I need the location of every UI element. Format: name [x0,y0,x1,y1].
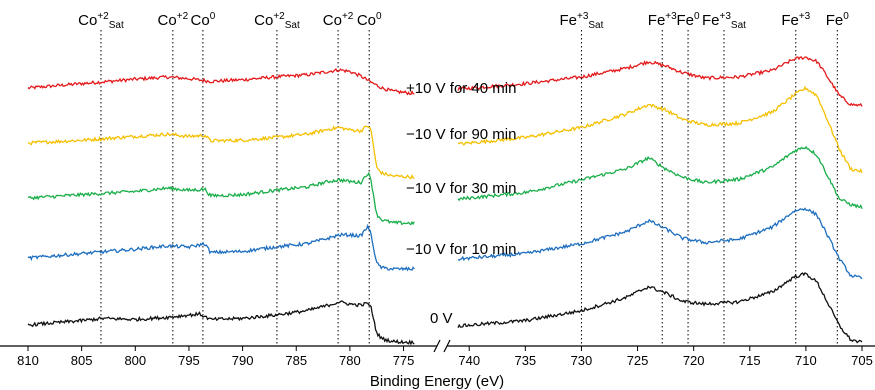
x-tick-label: 805 [71,353,93,368]
x-tick-label: 790 [232,353,254,368]
x-tick-label: 720 [683,353,705,368]
condition-labels: +10 V for 40 min −10 V for 90 min −10 V fo… [406,80,516,327]
x-tick-label: 705 [851,353,873,368]
series-line-fe [457,56,863,107]
peak-label: Fe+3 [781,11,810,29]
x-tick-label: 730 [571,353,593,368]
peak-label: Co0 [191,11,216,29]
peak-label: Co0 [357,11,382,29]
axis-break-mark [443,339,451,353]
peak-label: Fe+3Sat [702,11,746,31]
peak-label: Fe+3Sat [559,11,603,31]
peak-label: Co+2Sat [78,11,124,31]
series-label: 0 V [430,310,453,327]
x-tick-label: 740 [458,353,480,368]
series-line-fe [457,272,863,344]
x-tick-label: 780 [339,353,361,368]
series-line-co [27,171,415,226]
x-tick-label: 775 [393,353,415,368]
series-line-co [27,300,415,346]
series-line-co [27,125,415,180]
peak-label: Fe+3 [648,11,677,29]
peak-label: Fe0 [826,11,850,29]
series-layer [27,56,863,346]
x-tick-label: 800 [124,353,146,368]
peak-label: Co+2 [158,11,189,29]
x-tick-label: 735 [514,353,536,368]
x-tick-label: 785 [285,353,307,368]
axis-break-mark [433,339,441,353]
series-label: +10 V for 40 min [406,80,516,97]
series-line-fe [457,145,863,210]
x-tick-label: 715 [739,353,761,368]
series-label: −10 V for 30 min [406,180,516,197]
series-line-fe [457,85,863,174]
peak-label: Fe0 [677,11,701,29]
peak-label: Co+2Sat [254,11,300,31]
x-tick-label: 810 [17,353,39,368]
series-line-fe [457,207,863,280]
series-label: −10 V for 10 min [406,241,516,258]
x-axis: 810 805 800 795 790 785 780 775 740 735 730 725 720 7… [0,339,875,368]
series-label: −10 V for 90 min [406,126,516,143]
x-tick-label: 710 [795,353,817,368]
series-line-co [27,223,415,272]
series-line-co [27,67,415,96]
peak-labels: Co+2Sat Co+2 Co0 Co+2Sat Co+2 Co0 Fe+3Sat Fe+3 F… [78,11,849,31]
x-tick-label: 725 [627,353,649,368]
peak-label: Co+2 [323,11,354,29]
x-axis-title: Binding Energy (eV) [370,373,504,390]
reference-lines [100,30,838,346]
x-tick-label: 795 [178,353,200,368]
